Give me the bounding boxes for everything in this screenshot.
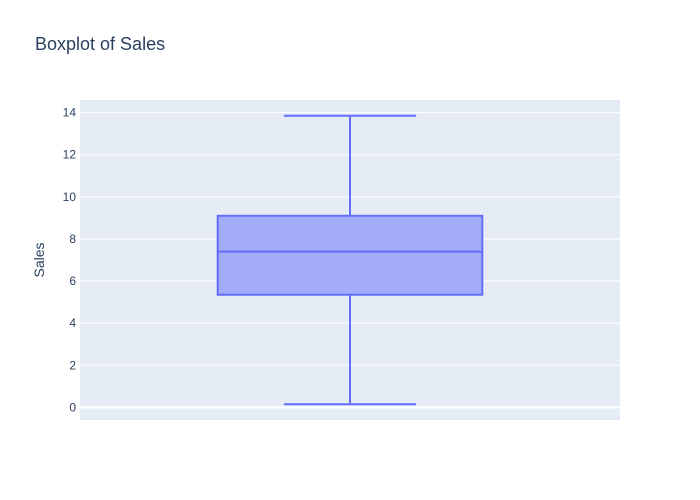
box-plot [216,114,484,406]
y-tick-label-10: 10 [63,190,77,204]
y-tick-label-8: 8 [69,232,76,246]
interquartile-box [216,214,484,296]
y-tick-label-14: 14 [63,106,77,120]
y-tick-label-2: 2 [69,358,76,372]
y-tick-labels: 0 2 4 6 8 10 12 14 [63,106,77,415]
y-axis-title: Sales [31,242,47,277]
y-tick-label-4: 4 [69,316,76,330]
y-tick-label-6: 6 [69,274,76,288]
y-tick-label-12: 12 [63,148,77,162]
y-tick-label-0: 0 [69,400,76,414]
chart-title: Boxplot of Sales [35,34,165,54]
